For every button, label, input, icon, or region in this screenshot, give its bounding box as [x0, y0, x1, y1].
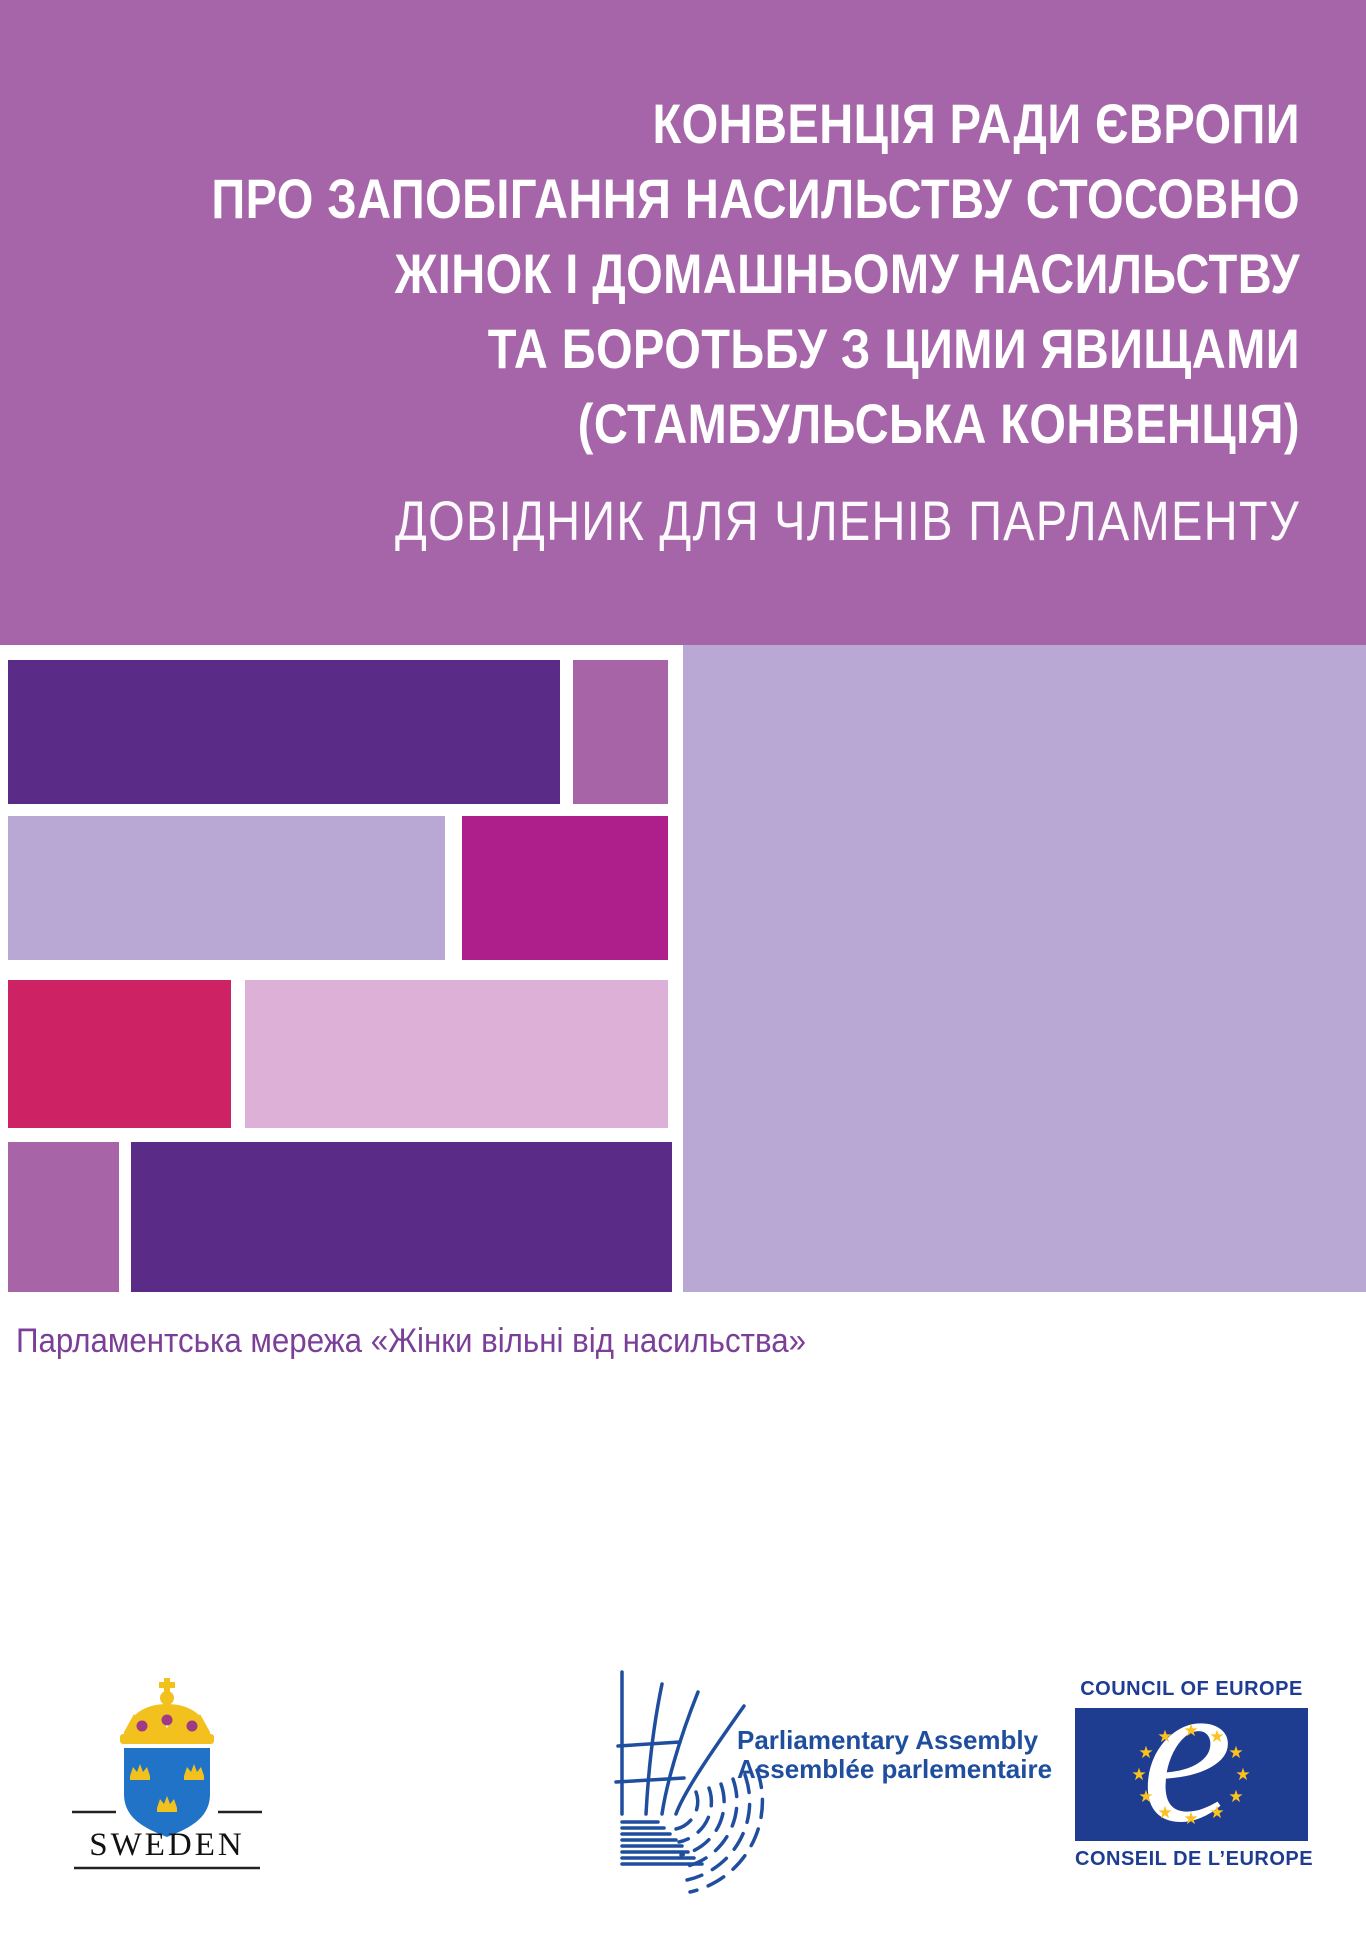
svg-text:★: ★	[1228, 1787, 1243, 1807]
svg-text:e: e	[1142, 1708, 1233, 1841]
svg-text:★: ★	[1157, 1803, 1172, 1823]
sweden-logo: SWEDEN	[64, 1676, 270, 1882]
parliamentary-assembly-wordmark: Parliamentary Assembly Assemblée parleme…	[737, 1726, 1052, 1784]
coe-label-fr: CONSEIL DE L’EUROPE	[1075, 1848, 1314, 1870]
title-line-3: ЖІНОК І ДОМАШНЬОМУ НАСИЛЬСТВУ	[394, 242, 1300, 305]
title-line-1: КОНВЕНЦІЯ РАДИ ЄВРОПИ	[652, 92, 1300, 155]
mosaic-block-dark-purple-top	[8, 660, 560, 804]
sweden-wordmark: SWEDEN	[89, 1827, 244, 1863]
mosaic-right-lavender-panel	[683, 645, 1366, 1292]
parliamentary-assembly-logo: Parliamentary Assembly Assemblée parleme…	[606, 1662, 1086, 1902]
svg-text:★: ★	[1235, 1765, 1250, 1785]
svg-text:★: ★	[1183, 1809, 1198, 1829]
svg-text:★: ★	[1131, 1765, 1146, 1785]
svg-text:★: ★	[1138, 1743, 1153, 1763]
pace-line-en: Parliamentary Assembly	[737, 1725, 1039, 1755]
cover-title: КОНВЕНЦІЯ РАДИ ЄВРОПИ ПРО ЗАПОБІГАННЯ НА…	[211, 86, 1300, 558]
svg-text:★: ★	[1209, 1727, 1224, 1747]
svg-text:★: ★	[1209, 1803, 1224, 1823]
council-of-europe-emblem-icon: e ★ ★ ★★ ★★ ★★ ★★ ★★	[1131, 1708, 1250, 1841]
mosaic-block-mauve-small-bottom	[8, 1142, 119, 1292]
svg-text:★: ★	[1138, 1787, 1153, 1807]
svg-text:★: ★	[1157, 1727, 1172, 1747]
mosaic-block-light-pink	[245, 980, 668, 1128]
mosaic-block-magenta	[462, 816, 668, 960]
cover-subtitle: ДОВІДНИК ДЛЯ ЧЛЕНІВ ПАРЛАМЕНТУ	[395, 489, 1300, 552]
mosaic-block-mauve-small-top	[573, 660, 668, 804]
cover-header: КОНВЕНЦІЯ РАДИ ЄВРОПИ ПРО ЗАПОБІГАННЯ НА…	[0, 0, 1366, 645]
mosaic-block-lavender	[8, 816, 445, 960]
mosaic-block-crimson	[8, 980, 231, 1128]
coe-label-en: COUNCIL OF EUROPE	[1080, 1678, 1303, 1700]
coe-emblem-box: e ★ ★ ★ ★ ★ ★ ★ ★ ★ ★ ★ ★	[1075, 1708, 1308, 1841]
title-line-2: ПРО ЗАПОБІГАННЯ НАСИЛЬСТВУ СТОСОВНО	[211, 167, 1300, 230]
hemicycle-icon	[614, 1670, 765, 1894]
council-of-europe-logo: COUNCIL OF EUROPE e ★ ★ ★ ★ ★ ★ ★ ★ ★ ★ ★ ★ CO…	[1075, 1678, 1314, 1878]
svg-text:★: ★	[1183, 1721, 1198, 1741]
svg-text:★: ★	[1228, 1743, 1243, 1763]
network-caption: Парламентська мережа «Жінки вільні від н…	[16, 1322, 807, 1360]
title-line-5: (СТАМБУЛЬСЬКА КОНВЕНЦІЯ)	[577, 392, 1300, 455]
title-line-4: ТА БОРОТЬБУ З ЦИМИ ЯВИЩАМИ	[487, 317, 1300, 380]
pace-line-fr: Assemblée parlementaire	[737, 1754, 1053, 1784]
mosaic-block-dark-purple-bottom	[131, 1142, 672, 1292]
sweden-coat-of-arms-icon: SWEDEN	[72, 1678, 262, 1870]
